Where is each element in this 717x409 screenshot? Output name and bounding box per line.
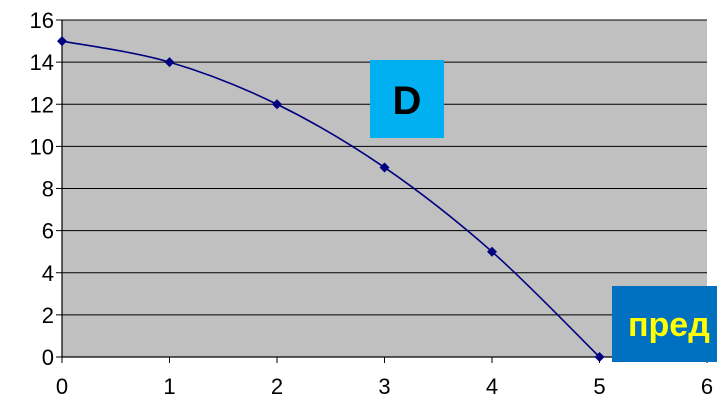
data-point-marker (379, 162, 390, 173)
x-tick-label: 5 (593, 374, 605, 399)
y-tick-label: 0 (42, 345, 54, 370)
y-tick-label: 14 (30, 50, 54, 75)
annotations: D пред (370, 60, 717, 362)
annotation-d-text: D (393, 79, 422, 123)
data-point-marker (594, 352, 605, 362)
annotation-box-label (612, 286, 717, 362)
x-tick-label: 6 (701, 374, 713, 399)
y-tick-label: 16 (30, 8, 54, 33)
x-tick-label: 4 (486, 374, 498, 399)
annotation-label-text: пред (628, 306, 710, 344)
data-point-marker (164, 57, 175, 68)
annotation-label-group: пред (612, 286, 717, 362)
x-tick-label: 0 (56, 374, 68, 399)
y-tick-label: 6 (42, 219, 54, 244)
y-tick-label: 8 (42, 177, 54, 202)
x-tick-label: 2 (271, 374, 283, 399)
y-tick-label: 12 (30, 92, 54, 117)
y-tick-label: 10 (30, 134, 54, 159)
x-tick-label: 1 (163, 374, 175, 399)
series (57, 36, 605, 362)
data-point-marker (487, 246, 497, 257)
y-tick-label: 2 (42, 303, 54, 328)
series-line (61, 40, 601, 358)
y-tick-label: 4 (42, 261, 54, 286)
annotation-box-d (370, 60, 444, 138)
data-point-marker (57, 36, 67, 47)
data-point-marker (272, 99, 282, 110)
x-tick-label: 3 (378, 374, 390, 399)
